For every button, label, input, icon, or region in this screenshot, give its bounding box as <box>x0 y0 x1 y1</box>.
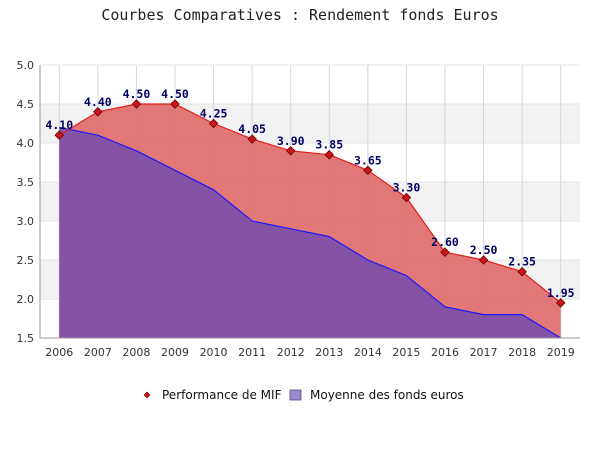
x-tick-label: 2012 <box>277 346 305 359</box>
y-tick-labels: 1.5 2.0 2.5 3.0 3.5 4.0 4.5 5.0 <box>17 59 35 345</box>
data-point-marker <box>170 99 180 109</box>
data-point-marker <box>93 107 103 117</box>
data-labels: 4.10 4.40 4.50 4.50 4.25 4.05 3.90 3.85 3.65 3.30… <box>45 87 574 300</box>
y-tick-label: 3.5 <box>17 176 35 189</box>
legend-label-mif: Performance de MIF <box>162 388 282 402</box>
legend-marker-mif <box>143 391 151 399</box>
series-line-mif <box>58 103 562 304</box>
y-tick-label: 4.5 <box>17 98 35 111</box>
x-tick-label: 2013 <box>315 346 343 359</box>
y-tick-label: 2.0 <box>17 293 35 306</box>
data-label: 3.65 <box>354 153 382 167</box>
y-tick-label: 3.0 <box>17 215 35 228</box>
series-areas <box>58 103 562 339</box>
y-tick-label: 1.5 <box>17 332 35 345</box>
x-tick-label: 2016 <box>431 346 459 359</box>
data-point-marker <box>401 192 412 203</box>
data-point-marker <box>440 247 450 257</box>
data-label: 3.30 <box>393 181 421 195</box>
x-tick-label: 2007 <box>84 346 112 359</box>
data-point-marker <box>285 146 296 156</box>
x-tick-label: 2006 <box>45 346 73 359</box>
data-label: 2.50 <box>470 243 498 257</box>
data-label: 2.60 <box>431 235 459 249</box>
x-tick-label: 2011 <box>238 346 266 359</box>
x-tick-label: 2017 <box>470 346 498 359</box>
chart-title: Courbes Comparatives : Rendement fonds E… <box>101 6 498 24</box>
data-label: 4.50 <box>123 87 151 101</box>
axes <box>39 65 580 339</box>
legend-label-moyenne: Moyenne des fonds euros <box>310 388 464 402</box>
data-label: 4.25 <box>200 107 228 121</box>
data-label: 3.85 <box>315 138 343 152</box>
data-label: 4.40 <box>84 95 112 109</box>
data-point-marker <box>478 255 489 265</box>
x-tick-label: 2018 <box>508 346 536 359</box>
x-tick-label: 2009 <box>161 346 189 359</box>
x-tick-label: 2019 <box>547 346 575 359</box>
data-point-marker <box>517 266 527 277</box>
data-label: 1.95 <box>547 286 575 300</box>
data-markers <box>54 99 566 308</box>
data-point-marker <box>247 134 257 144</box>
grid-band <box>40 65 580 104</box>
y-tick-label: 2.5 <box>17 254 35 267</box>
data-point-marker <box>208 118 219 129</box>
data-point-marker <box>363 165 373 176</box>
series-line-moyenne <box>59 126 562 339</box>
data-point-marker <box>131 99 142 109</box>
y-tick-label: 4.0 <box>17 137 35 150</box>
data-point-marker <box>54 130 65 140</box>
data-label: 2.35 <box>508 255 536 269</box>
x-tick-labels: 2006 2007 2008 2009 2010 2011 2012 2013 2014 2015… <box>45 346 574 359</box>
x-tick-label: 2010 <box>200 346 228 359</box>
y-tick-label: 5.0 <box>17 59 35 72</box>
data-point-marker <box>324 149 335 160</box>
data-label: 4.50 <box>161 87 189 101</box>
x-tick-label: 2015 <box>392 346 420 359</box>
x-tick-label: 2014 <box>354 346 382 359</box>
data-label: 4.10 <box>45 118 73 132</box>
legend-swatch-moyenne <box>289 389 302 401</box>
legend: Performance de MIF Moyenne des fonds euro… <box>143 388 464 402</box>
x-tick-label: 2008 <box>122 346 150 359</box>
data-point-marker <box>555 298 566 308</box>
data-label: 3.90 <box>277 134 305 148</box>
data-label: 4.05 <box>238 122 266 136</box>
